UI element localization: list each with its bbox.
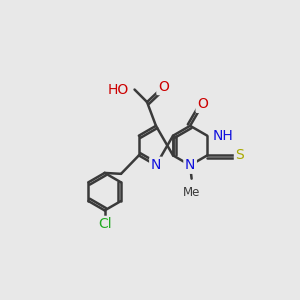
Text: S: S	[236, 148, 244, 162]
Text: O: O	[158, 80, 169, 94]
Text: HO: HO	[108, 82, 129, 97]
Text: NH: NH	[213, 129, 233, 143]
Text: Me: Me	[183, 186, 200, 199]
Text: N: N	[185, 158, 195, 172]
Text: Cl: Cl	[98, 218, 112, 231]
Text: O: O	[197, 98, 208, 111]
Text: N: N	[151, 158, 161, 172]
